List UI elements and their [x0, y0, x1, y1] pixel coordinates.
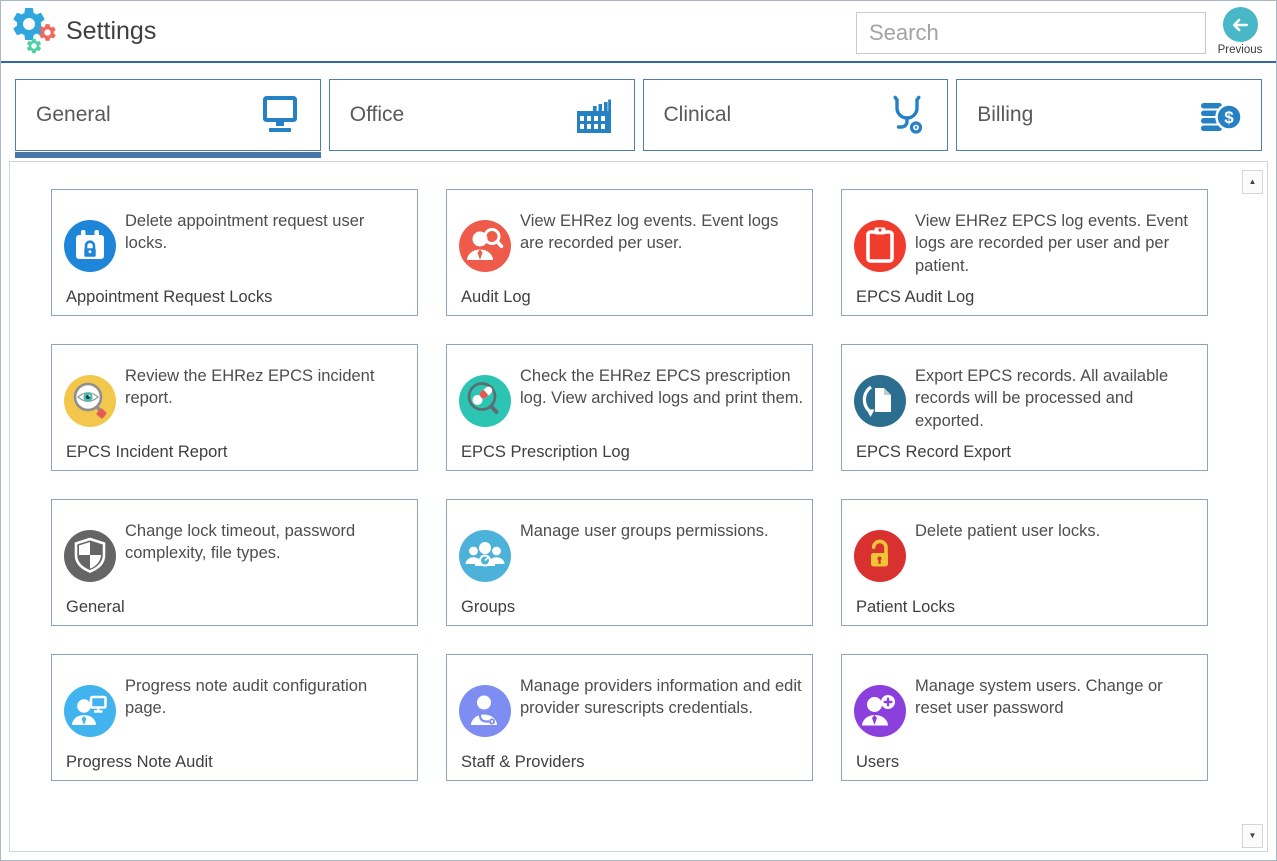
previous-label: Previous [1217, 44, 1263, 56]
billing-icon: $ [1201, 103, 1243, 131]
card-grid: Delete appointment request user locks. A… [10, 162, 1267, 781]
card-epcs-audit-log[interactable]: View EHRez EPCS log events. Event logs a… [841, 189, 1208, 316]
search-input[interactable] [856, 12, 1206, 54]
page-title: Settings [66, 16, 157, 45]
tab-office[interactable]: Office [328, 79, 635, 151]
magnifier-eye-icon [64, 375, 116, 427]
user-group-icon [459, 530, 511, 582]
shield-icon [64, 530, 116, 582]
user-plus-icon [854, 685, 906, 737]
card-general[interactable]: Change lock timeout, password complexity… [51, 499, 418, 626]
calendar-lock-icon [64, 220, 116, 272]
back-arrow-icon [1222, 7, 1258, 42]
user-search-icon [459, 220, 511, 272]
stethoscope-icon [893, 95, 923, 134]
unlock-icon [854, 530, 906, 582]
card-groups[interactable]: Manage user groups permissions. Groups [446, 499, 813, 626]
magnifier-pills-icon [459, 375, 511, 427]
settings-gears-logo [13, 8, 56, 54]
card-staff-providers[interactable]: Manage providers information and edit pr… [446, 654, 813, 781]
settings-card-area: Delete appointment request user locks. A… [9, 161, 1268, 852]
tab-billing[interactable]: Billing $ [956, 79, 1262, 151]
svg-text:$: $ [1224, 108, 1234, 127]
header: Settings Previous [1, 1, 1276, 63]
card-progress-note-audit[interactable]: Progress note audit configuration page. … [51, 654, 418, 781]
card-epcs-prescription-log[interactable]: Check the EHRez EPCS prescription log. V… [446, 344, 813, 471]
settings-tabs: General Office [15, 79, 1262, 158]
card-epcs-record-export[interactable]: Export EPCS records. All available recor… [841, 344, 1208, 471]
factory-icon [576, 99, 611, 133]
user-monitor-icon [64, 685, 116, 737]
tab-general[interactable]: General [15, 79, 321, 158]
clipboard-icon [854, 220, 906, 272]
card-patient-locks[interactable]: Delete patient user locks. Patient Locks [841, 499, 1208, 626]
scroll-up-button[interactable]: ▲ [1242, 170, 1263, 194]
card-audit-log[interactable]: View EHRez log events. Event logs are re… [446, 189, 813, 316]
card-appointment-request-locks[interactable]: Delete appointment request user locks. A… [51, 189, 418, 316]
document-export-icon [854, 375, 906, 427]
scroll-down-button[interactable]: ▼ [1242, 824, 1263, 848]
doctor-icon [459, 685, 511, 737]
monitor-icon [262, 96, 297, 132]
card-epcs-incident-report[interactable]: Review the EHRez EPCS incident report. E… [51, 344, 418, 471]
card-users[interactable]: Manage system users. Change or reset use… [841, 654, 1208, 781]
tab-clinical[interactable]: Clinical [642, 79, 949, 151]
previous-button[interactable]: Previous [1212, 7, 1268, 56]
